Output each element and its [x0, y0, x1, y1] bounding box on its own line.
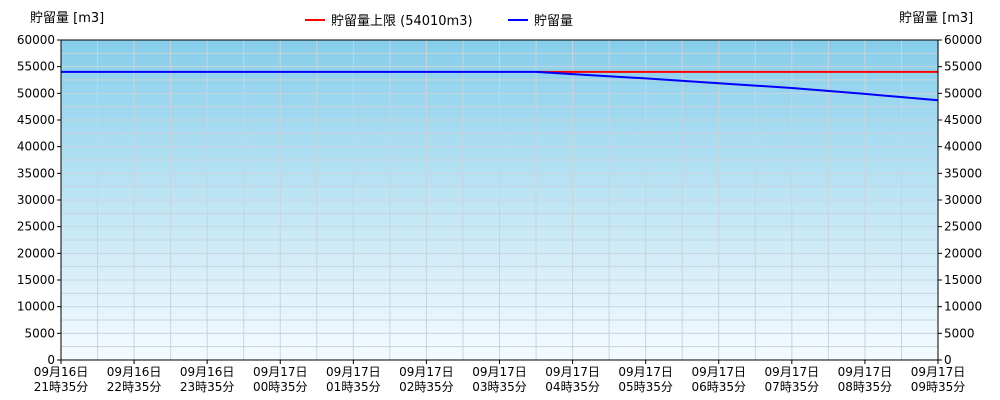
- y-tick-label-right: 60000: [944, 33, 982, 47]
- x-tick-label-date: 09月17日: [326, 365, 381, 379]
- x-tick-label-date: 09月16日: [180, 365, 235, 379]
- y-axis-title-left: 貯留量 [m3]: [30, 11, 104, 26]
- y-tick-label-left: 0: [47, 353, 55, 367]
- y-axis-title-right: 貯留量 [m3]: [899, 11, 973, 26]
- y-tick-label-left: 35000: [17, 166, 55, 180]
- y-tick-label-left: 55000: [17, 60, 55, 74]
- y-tick-label-right: 35000: [944, 166, 982, 180]
- y-tick-label-right: 50000: [944, 86, 982, 100]
- y-tick-label-left: 10000: [17, 300, 55, 314]
- x-tick-label-time: 07時35分: [765, 380, 820, 394]
- y-tick-label-left: 15000: [17, 273, 55, 287]
- y-tick-label-right: 20000: [944, 246, 982, 260]
- axes: 0 0 5000 5000 10000 10000 15000 15000 20000 20000…: [17, 33, 982, 394]
- y-tick-label-right: 0: [944, 353, 952, 367]
- x-tick-label-date: 09月17日: [765, 365, 820, 379]
- x-tick-label-date: 09月17日: [618, 365, 673, 379]
- y-tick-label-left: 20000: [17, 246, 55, 260]
- x-tick-label-time: 01時35分: [326, 380, 381, 394]
- x-tick-label-date: 09月17日: [838, 365, 893, 379]
- x-tick-label-date: 09月17日: [545, 365, 600, 379]
- y-tick-label-right: 5000: [944, 326, 975, 340]
- x-tick-label-time: 05時35分: [618, 380, 673, 394]
- x-tick-label-date: 09月17日: [253, 365, 308, 379]
- x-tick-label-time: 02時35分: [399, 380, 454, 394]
- y-tick-label-left: 40000: [17, 140, 55, 154]
- y-tick-label-right: 25000: [944, 220, 982, 234]
- y-tick-label-left: 25000: [17, 220, 55, 234]
- x-tick-label-date: 09月17日: [911, 365, 966, 379]
- legend: 貯留量上限 (54010m3) 貯留量: [305, 14, 573, 29]
- y-tick-label-right: 15000: [944, 273, 982, 287]
- series-lines: [61, 70, 939, 102]
- grid-lines: [60, 39, 939, 361]
- legend-label-upper-limit: 貯留量上限 (54010m3): [331, 14, 473, 29]
- y-tick-label-right: 30000: [944, 193, 982, 207]
- x-tick-label-time: 00時35分: [253, 380, 308, 394]
- y-tick-label-left: 30000: [17, 193, 55, 207]
- x-tick-label-date: 09月17日: [691, 365, 746, 379]
- x-tick-label-time: 06時35分: [691, 380, 746, 394]
- legend-label-storage: 貯留量: [534, 14, 573, 29]
- y-tick-label-right: 45000: [944, 113, 982, 127]
- y-tick-label-right: 10000: [944, 300, 982, 314]
- y-tick-label-right: 40000: [944, 140, 982, 154]
- y-tick-label-left: 60000: [17, 33, 55, 47]
- x-tick-label-time: 03時35分: [472, 380, 527, 394]
- y-tick-label-left: 5000: [24, 326, 55, 340]
- x-tick-label-time: 21時35分: [34, 380, 89, 394]
- x-tick-label-time: 09時35分: [911, 380, 966, 394]
- x-tick-label-date: 09月17日: [472, 365, 527, 379]
- x-tick-label-time: 08時35分: [838, 380, 893, 394]
- x-tick-label-date: 09月16日: [34, 365, 89, 379]
- x-tick-label-date: 09月16日: [107, 365, 162, 379]
- x-tick-label-time: 23時35分: [180, 380, 235, 394]
- x-tick-label-time: 22時35分: [107, 380, 162, 394]
- x-tick-label-date: 09月17日: [399, 365, 454, 379]
- y-tick-label-right: 55000: [944, 60, 982, 74]
- y-tick-label-left: 50000: [17, 86, 55, 100]
- x-tick-label-time: 04時35分: [545, 380, 600, 394]
- storage-line: [61, 70, 939, 102]
- y-tick-label-left: 45000: [17, 113, 55, 127]
